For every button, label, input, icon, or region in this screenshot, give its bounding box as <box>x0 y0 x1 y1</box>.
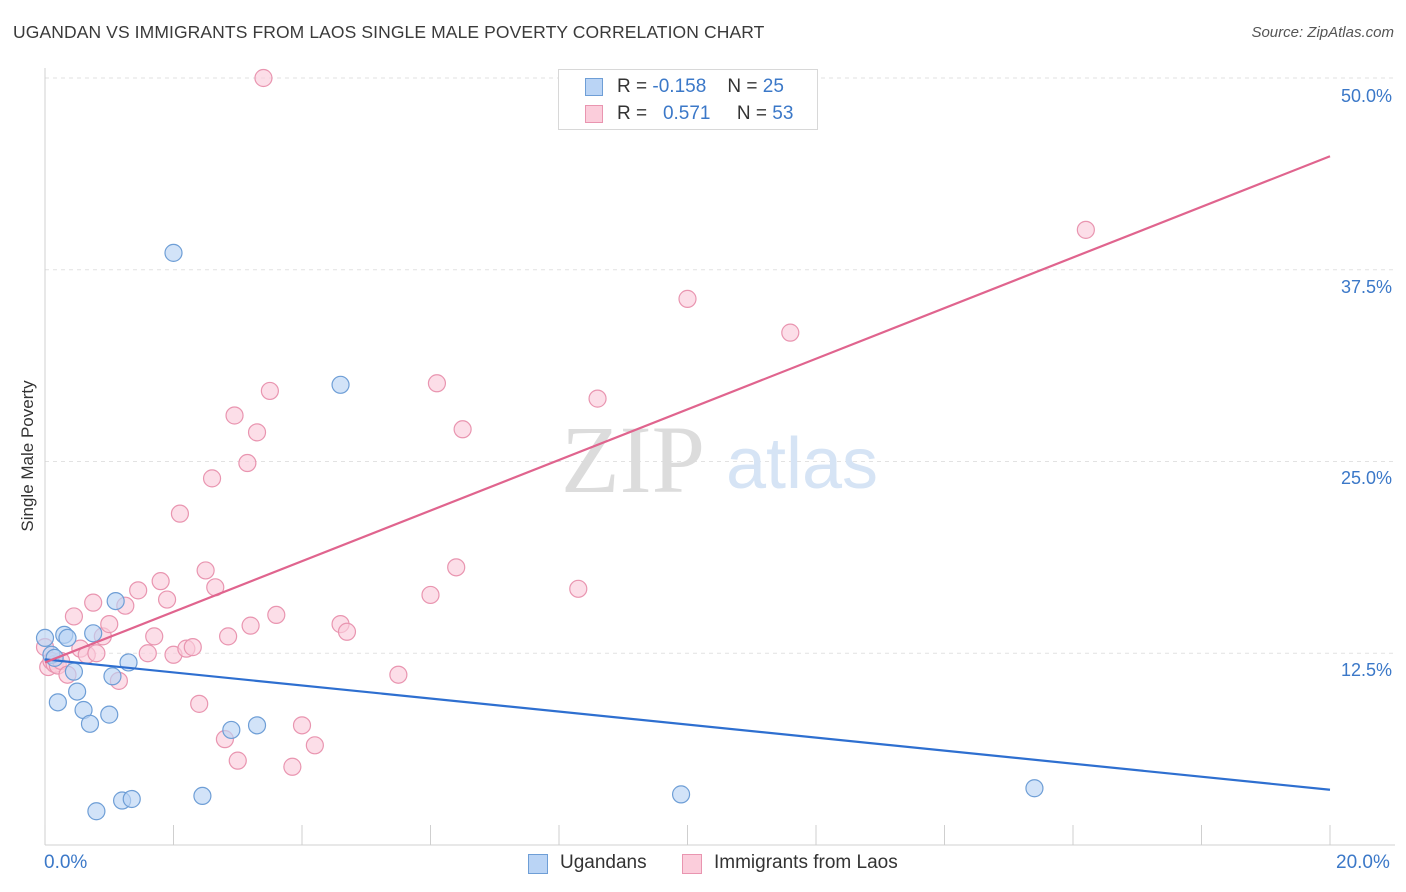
correlation-legend: R = -0.158 N = 25 R = 0.571 N = 53 <box>558 69 818 130</box>
y-tick-label: 25.0% <box>1340 468 1392 488</box>
legend-label: Immigrants from Laos <box>714 852 898 873</box>
data-point <box>427 374 447 393</box>
gridlines <box>45 77 1395 654</box>
legend-n-label: N = <box>736 103 768 124</box>
axes <box>44 68 1395 846</box>
data-point <box>678 289 697 308</box>
data-point <box>228 751 247 770</box>
data-point <box>87 644 106 663</box>
data-point <box>389 665 408 684</box>
data-point <box>68 682 87 701</box>
data-point <box>254 68 273 88</box>
chart-title: UGANDAN VS IMMIGRANTS FROM LAOS SINGLE M… <box>13 22 765 42</box>
data-point <box>283 757 302 776</box>
legend-swatch-blue <box>528 854 548 874</box>
data-point <box>129 581 148 600</box>
data-point <box>247 716 267 735</box>
legend-r-value: 0.571 <box>662 103 711 124</box>
watermark-atlas: atlas <box>726 424 878 504</box>
data-point <box>225 406 244 425</box>
data-point <box>138 644 157 663</box>
trend-line-laos <box>44 155 1331 664</box>
data-point <box>164 243 183 262</box>
data-point <box>247 423 267 442</box>
data-point <box>35 628 55 648</box>
data-point <box>305 736 324 755</box>
watermark: ZIP atlas <box>561 406 878 513</box>
legend-swatch-blue <box>585 78 603 96</box>
data-point <box>100 615 119 634</box>
watermark-zip: ZIP <box>561 406 705 513</box>
data-point <box>453 420 472 439</box>
y-tick-label: 50.0% <box>1340 86 1392 106</box>
data-point <box>588 389 607 408</box>
data-point <box>84 624 103 643</box>
data-point <box>100 705 119 724</box>
y-tick-label: 12.5% <box>1340 660 1392 680</box>
data-point <box>1025 779 1044 798</box>
data-point <box>337 622 357 641</box>
data-point <box>190 694 209 713</box>
data-point <box>64 607 84 626</box>
x-tick-label: 0.0% <box>44 852 88 873</box>
data-point <box>64 662 84 681</box>
data-point <box>260 381 279 401</box>
data-point <box>267 605 286 625</box>
trend-line-ugandans <box>44 658 1331 791</box>
data-point <box>157 590 177 609</box>
data-point <box>196 561 215 580</box>
data-point <box>219 627 238 646</box>
data-point <box>84 593 103 612</box>
data-point <box>103 667 122 686</box>
data-point <box>238 453 257 473</box>
data-point <box>80 714 100 733</box>
ugandan-points <box>35 243 1044 821</box>
data-point <box>122 789 141 809</box>
legend-n-label: N = <box>727 76 758 97</box>
y-axis-label: Single Male Poverty <box>18 380 37 532</box>
data-point <box>193 786 212 806</box>
data-point <box>222 720 241 740</box>
data-point <box>241 616 260 635</box>
legend-r-label: R = <box>617 76 648 97</box>
legend-label: Ugandans <box>560 852 647 873</box>
data-point <box>145 627 164 646</box>
legend-swatch-pink <box>682 854 702 874</box>
data-point <box>569 579 588 598</box>
legend-r-value: -0.158 <box>652 76 707 97</box>
data-point <box>781 323 800 342</box>
data-point <box>331 375 350 394</box>
data-point <box>202 469 222 488</box>
data-point <box>671 785 691 804</box>
source-label: Source: ZipAtlas.com <box>1251 24 1394 41</box>
legend-n-value: 53 <box>772 103 794 124</box>
data-point <box>183 638 202 657</box>
y-tick-label: 37.5% <box>1340 277 1392 297</box>
data-point <box>170 504 190 523</box>
laos-points <box>35 68 1095 776</box>
data-point <box>421 585 440 605</box>
legend-r-label: R = <box>617 103 648 124</box>
data-point <box>58 628 77 648</box>
x-tick-label: 20.0% <box>1336 852 1390 873</box>
legend-swatch-pink <box>585 105 603 123</box>
series-legend: Ugandans Immigrants from Laos <box>0 852 1406 878</box>
trend-lines <box>44 155 1331 791</box>
data-point <box>1076 220 1095 239</box>
data-point <box>87 802 106 821</box>
data-point <box>151 572 170 591</box>
legend-n-value: 25 <box>762 76 784 97</box>
data-point <box>106 591 125 611</box>
data-point <box>292 716 312 735</box>
data-point <box>48 693 67 712</box>
data-point <box>447 558 466 577</box>
